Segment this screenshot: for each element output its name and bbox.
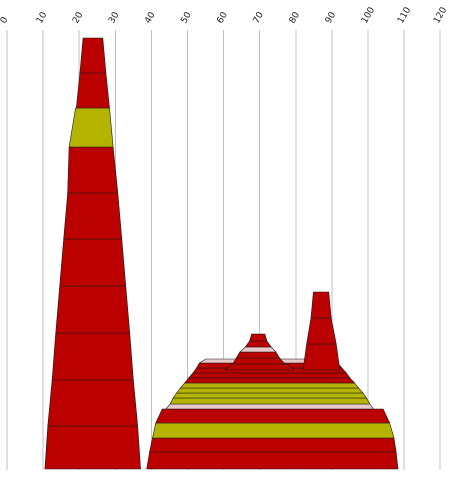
area-band — [224, 363, 295, 371]
x-tick-label: 90 — [324, 10, 339, 25]
area-band — [172, 392, 368, 399]
area-shape-3 — [224, 333, 295, 371]
area-shape-1 — [44, 37, 141, 470]
shape-layer — [44, 37, 399, 470]
area-band — [155, 408, 391, 424]
area-band — [187, 372, 351, 379]
x-tick-label: 110 — [396, 5, 413, 25]
area-band — [169, 397, 371, 405]
area-band — [75, 72, 110, 109]
area-band — [232, 357, 286, 365]
area-band — [44, 425, 141, 470]
x-tick-label: 50 — [179, 10, 194, 25]
x-tick-label: 60 — [216, 10, 231, 25]
area-band — [165, 403, 375, 410]
area-band — [67, 146, 119, 194]
x-tick-label: 20 — [71, 10, 86, 25]
x-tick-label: 100 — [360, 5, 377, 25]
x-tick-label: 120 — [432, 5, 449, 25]
area-band — [235, 351, 281, 359]
area-band — [179, 382, 360, 389]
x-tick-label: 80 — [288, 10, 303, 25]
area-band — [302, 343, 341, 371]
area-shape-4 — [302, 291, 341, 371]
area-band — [306, 317, 337, 345]
area-band — [79, 37, 107, 74]
area-band — [183, 377, 356, 384]
area-band — [55, 285, 131, 334]
area-band — [239, 346, 277, 353]
x-tick-label: 30 — [107, 10, 122, 25]
tick-layer: 0 10 20 30 40 50 60 70 80 90 100 110 120 — [0, 5, 450, 25]
area-band — [59, 238, 127, 287]
area-band — [68, 107, 114, 148]
area-band — [176, 387, 364, 394]
area-band — [244, 340, 272, 348]
area-band — [310, 291, 332, 319]
x-tick-label: 70 — [252, 10, 267, 25]
x-tick-label: 40 — [143, 10, 158, 25]
area-band — [47, 379, 139, 427]
area-shape-2 — [146, 358, 399, 470]
x-tick-label: 0 — [0, 15, 11, 25]
area-band — [149, 437, 397, 453]
area-band — [146, 451, 399, 470]
area-band — [51, 332, 134, 381]
area-band — [249, 333, 268, 342]
area-band — [63, 192, 123, 240]
area-band — [152, 422, 395, 439]
x-tick-label: 10 — [35, 10, 50, 25]
